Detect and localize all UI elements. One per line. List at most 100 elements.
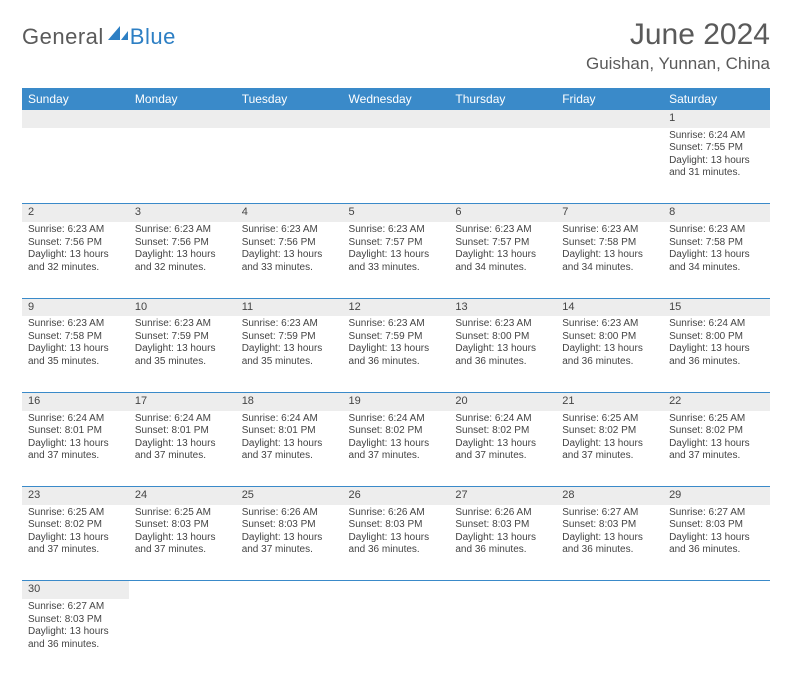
day-cell: Sunrise: 6:23 AMSunset: 7:58 PMDaylight:… [556, 222, 663, 298]
sunset-line: Sunset: 8:02 PM [562, 425, 657, 438]
day-cell-body: Sunrise: 6:25 AMSunset: 8:02 PMDaylight:… [556, 411, 663, 467]
weekday-header: Monday [129, 88, 236, 110]
daylight-line-2: and 34 minutes. [669, 262, 764, 275]
day-number: 18 [236, 392, 343, 410]
sunset-line: Sunset: 8:03 PM [669, 519, 764, 532]
day-cell: Sunrise: 6:23 AMSunset: 7:56 PMDaylight:… [236, 222, 343, 298]
sunrise-line: Sunrise: 6:24 AM [242, 413, 337, 426]
empty-cell [449, 581, 556, 599]
sunset-line: Sunset: 8:03 PM [349, 519, 444, 532]
sunrise-line: Sunrise: 6:23 AM [349, 318, 444, 331]
day-cell: Sunrise: 6:26 AMSunset: 8:03 PMDaylight:… [236, 505, 343, 581]
day-number: 1 [663, 110, 770, 128]
daylight-line-1: Daylight: 13 hours [349, 249, 444, 262]
daynum-row: 9101112131415 [22, 298, 770, 316]
day-number: 8 [663, 204, 770, 222]
weekday-header: Tuesday [236, 88, 343, 110]
sunset-line: Sunset: 7:56 PM [28, 237, 123, 250]
empty-cell [343, 581, 450, 599]
empty-cell [129, 110, 236, 128]
sunrise-line: Sunrise: 6:27 AM [562, 507, 657, 520]
sunset-line: Sunset: 7:59 PM [242, 331, 337, 344]
sunrise-line: Sunrise: 6:26 AM [349, 507, 444, 520]
day-number: 7 [556, 204, 663, 222]
brand-text-general: General [22, 24, 104, 50]
daylight-line-1: Daylight: 13 hours [242, 438, 337, 451]
empty-cell [236, 599, 343, 675]
day-cell-body: Sunrise: 6:23 AMSunset: 7:59 PMDaylight:… [343, 316, 450, 372]
day-cell-body: Sunrise: 6:27 AMSunset: 8:03 PMDaylight:… [663, 505, 770, 561]
daylight-line-1: Daylight: 13 hours [349, 343, 444, 356]
day-cell: Sunrise: 6:23 AMSunset: 8:00 PMDaylight:… [449, 316, 556, 392]
empty-cell [556, 581, 663, 599]
day-number: 23 [22, 487, 129, 505]
sunset-line: Sunset: 7:56 PM [242, 237, 337, 250]
daylight-line-1: Daylight: 13 hours [669, 438, 764, 451]
day-cell: Sunrise: 6:23 AMSunset: 7:56 PMDaylight:… [129, 222, 236, 298]
day-cell-body: Sunrise: 6:23 AMSunset: 7:56 PMDaylight:… [236, 222, 343, 278]
sunrise-line: Sunrise: 6:24 AM [669, 130, 764, 143]
empty-cell [236, 110, 343, 128]
weekday-header: Sunday [22, 88, 129, 110]
sunset-line: Sunset: 7:57 PM [455, 237, 550, 250]
sunrise-line: Sunrise: 6:23 AM [242, 318, 337, 331]
day-cell-body: Sunrise: 6:26 AMSunset: 8:03 PMDaylight:… [449, 505, 556, 561]
daylight-line-2: and 31 minutes. [669, 167, 764, 180]
sunset-line: Sunset: 8:03 PM [242, 519, 337, 532]
day-cell: Sunrise: 6:24 AMSunset: 8:01 PMDaylight:… [22, 411, 129, 487]
day-cell-body: Sunrise: 6:23 AMSunset: 7:58 PMDaylight:… [663, 222, 770, 278]
sunset-line: Sunset: 7:59 PM [135, 331, 230, 344]
empty-cell [556, 110, 663, 128]
daylight-line-1: Daylight: 13 hours [669, 249, 764, 262]
empty-cell [449, 599, 556, 675]
sunrise-line: Sunrise: 6:23 AM [455, 224, 550, 237]
daylight-line-2: and 37 minutes. [669, 450, 764, 463]
day-number: 15 [663, 298, 770, 316]
day-number: 12 [343, 298, 450, 316]
daylight-line-1: Daylight: 13 hours [242, 532, 337, 545]
day-cell-body: Sunrise: 6:24 AMSunset: 8:01 PMDaylight:… [129, 411, 236, 467]
day-number: 3 [129, 204, 236, 222]
day-cell-body: Sunrise: 6:24 AMSunset: 7:55 PMDaylight:… [663, 128, 770, 184]
daylight-line-2: and 37 minutes. [28, 450, 123, 463]
day-cell: Sunrise: 6:23 AMSunset: 8:00 PMDaylight:… [556, 316, 663, 392]
daylight-line-1: Daylight: 13 hours [242, 343, 337, 356]
sunrise-line: Sunrise: 6:26 AM [242, 507, 337, 520]
calendar-row: Sunrise: 6:27 AMSunset: 8:03 PMDaylight:… [22, 599, 770, 675]
sunset-line: Sunset: 7:55 PM [669, 142, 764, 155]
day-number: 16 [22, 392, 129, 410]
day-cell: Sunrise: 6:24 AMSunset: 8:02 PMDaylight:… [343, 411, 450, 487]
daylight-line-2: and 36 minutes. [349, 356, 444, 369]
daynum-row: 1 [22, 110, 770, 128]
calendar-table: SundayMondayTuesdayWednesdayThursdayFrid… [22, 88, 770, 675]
empty-cell [22, 110, 129, 128]
sunset-line: Sunset: 8:02 PM [669, 425, 764, 438]
daylight-line-1: Daylight: 13 hours [455, 343, 550, 356]
sunrise-line: Sunrise: 6:23 AM [135, 318, 230, 331]
sunset-line: Sunset: 7:58 PM [562, 237, 657, 250]
weekday-header: Thursday [449, 88, 556, 110]
sunrise-line: Sunrise: 6:24 AM [669, 318, 764, 331]
day-cell-body: Sunrise: 6:23 AMSunset: 8:00 PMDaylight:… [556, 316, 663, 372]
day-cell-body: Sunrise: 6:23 AMSunset: 8:00 PMDaylight:… [449, 316, 556, 372]
sunset-line: Sunset: 7:59 PM [349, 331, 444, 344]
location-subtitle: Guishan, Yunnan, China [586, 54, 770, 74]
empty-cell [556, 128, 663, 204]
sunset-line: Sunset: 7:58 PM [28, 331, 123, 344]
day-cell-body: Sunrise: 6:23 AMSunset: 7:57 PMDaylight:… [449, 222, 556, 278]
day-number: 19 [343, 392, 450, 410]
day-cell-body: Sunrise: 6:23 AMSunset: 7:56 PMDaylight:… [22, 222, 129, 278]
daylight-line-1: Daylight: 13 hours [135, 343, 230, 356]
sunrise-line: Sunrise: 6:23 AM [349, 224, 444, 237]
daylight-line-1: Daylight: 13 hours [562, 438, 657, 451]
daylight-line-2: and 37 minutes. [455, 450, 550, 463]
day-cell-body: Sunrise: 6:27 AMSunset: 8:03 PMDaylight:… [556, 505, 663, 561]
daylight-line-2: and 37 minutes. [242, 450, 337, 463]
day-cell-body: Sunrise: 6:26 AMSunset: 8:03 PMDaylight:… [343, 505, 450, 561]
daylight-line-2: and 37 minutes. [562, 450, 657, 463]
sunset-line: Sunset: 8:03 PM [135, 519, 230, 532]
daylight-line-1: Daylight: 13 hours [28, 532, 123, 545]
daylight-line-2: and 37 minutes. [135, 544, 230, 557]
calendar-row: Sunrise: 6:25 AMSunset: 8:02 PMDaylight:… [22, 505, 770, 581]
title-block: June 2024 Guishan, Yunnan, China [586, 18, 770, 74]
